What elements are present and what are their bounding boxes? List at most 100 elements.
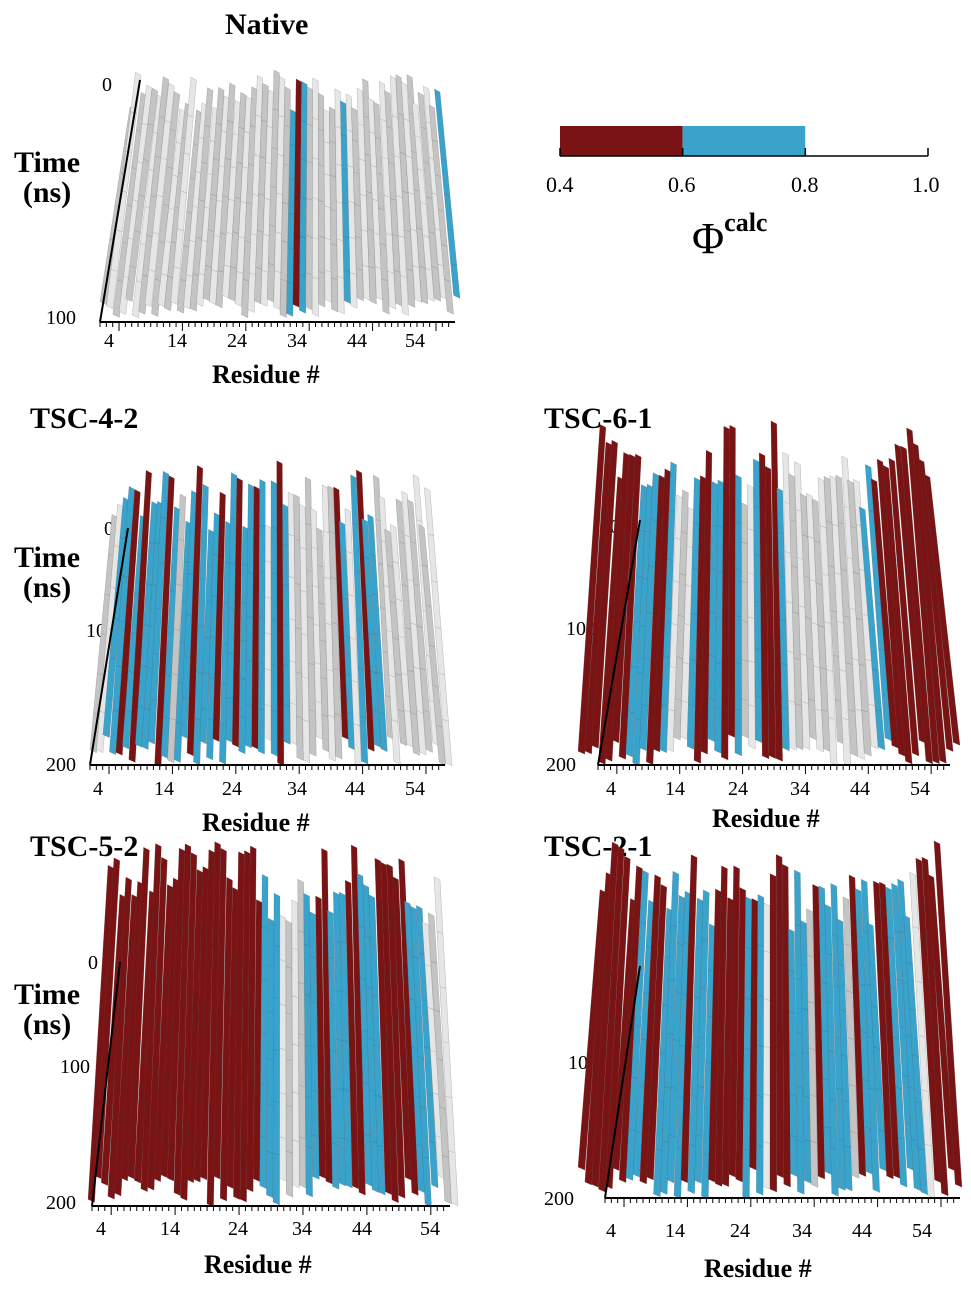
surface-texture-line [288, 212, 295, 216]
surface-texture-line [837, 1138, 845, 1142]
surface-texture-line [414, 189, 421, 192]
surface-texture-line [705, 1061, 712, 1064]
surface-texture-line [901, 714, 909, 717]
surface-texture-line [430, 961, 438, 964]
surface-texture-line [623, 550, 630, 553]
surface-texture-line [844, 943, 851, 947]
surface-texture-line [881, 694, 889, 698]
surface-texture-line [265, 161, 272, 165]
surface-texture-line [432, 1092, 440, 1096]
surface-texture-line [285, 966, 293, 969]
surface-texture-line [888, 703, 896, 706]
surface-texture-line [769, 1032, 777, 1036]
surface-texture-line [202, 672, 210, 675]
surface-texture-line [220, 232, 227, 236]
residue-strip-44 [362, 883, 379, 1193]
surface-texture-line [642, 1132, 650, 1135]
surface-texture-line [821, 1029, 829, 1033]
surface-strips [87, 841, 459, 1208]
surface-texture-line [306, 235, 313, 238]
surface-texture-line [295, 627, 302, 630]
surface-texture-line [156, 967, 163, 971]
surface-texture-line [199, 577, 206, 581]
surface-texture-line [292, 1139, 300, 1143]
surface-texture-line [682, 661, 690, 665]
residue-strip-33 [794, 869, 805, 1195]
surface-texture-line [283, 163, 290, 167]
surface-texture-line [230, 165, 237, 169]
surface-texture-line [441, 1155, 449, 1158]
surface-texture-line [323, 530, 330, 534]
surface-texture-line [348, 594, 355, 597]
residue-strip-12 [652, 468, 671, 753]
surface-texture-line [744, 997, 752, 1000]
surface-texture-line [778, 575, 786, 578]
surface-texture-line [910, 483, 917, 487]
surface-texture-line [763, 1093, 771, 1097]
surface-texture-line [363, 1133, 371, 1137]
surface-texture-line [735, 661, 742, 665]
surface-texture-line [367, 228, 374, 232]
surface-texture-line [909, 1008, 916, 1011]
surface-texture-line [177, 228, 184, 231]
surface-texture-line [252, 617, 259, 620]
surface-texture-line [688, 703, 696, 707]
surface-texture-line [825, 952, 833, 956]
surface-texture-line [928, 707, 936, 711]
surface-texture-line [442, 1040, 450, 1044]
surface-texture-line [887, 936, 895, 940]
surface-texture-line [100, 633, 108, 636]
surface-texture-line [628, 711, 636, 714]
surface-texture-line [349, 637, 357, 640]
residue-strip-32 [299, 81, 308, 314]
surface-texture-line [269, 224, 276, 227]
surface-texture-line [767, 660, 775, 664]
surface-texture-line [843, 1145, 851, 1148]
surface-texture-line [232, 133, 239, 136]
surface-texture-line [366, 191, 373, 194]
surface-texture-line [275, 231, 282, 235]
surface-texture-line [413, 583, 420, 587]
surface-texture-line [158, 241, 166, 244]
surface-texture-line [669, 665, 677, 669]
surface-texture-line [838, 963, 845, 967]
surface-texture-line [310, 1000, 317, 1004]
surface-strips [577, 840, 963, 1200]
surface-plot [577, 420, 961, 774]
surface-texture-line [120, 1095, 127, 1098]
surface-texture-line [821, 709, 829, 712]
residue-strip-53 [417, 91, 441, 302]
surface-texture-line [388, 162, 395, 165]
surface-texture-line [378, 207, 385, 211]
surface-texture-line [241, 601, 248, 605]
surface-texture-line [862, 547, 869, 550]
surface-texture-line [165, 240, 172, 244]
surface-texture-line [393, 269, 401, 273]
surface-texture-line [196, 671, 203, 674]
surface-texture-line [314, 662, 321, 665]
residue-strip-53 [416, 905, 439, 1189]
y-axis-label: Time (ns) [14, 980, 80, 1040]
surface-texture-line [912, 1054, 919, 1058]
surface-texture-line [789, 1052, 796, 1055]
residue-strip-12 [170, 76, 197, 305]
surface-texture-line [791, 565, 798, 568]
residue-strip-22 [234, 96, 253, 307]
surface-texture-line [191, 1025, 199, 1029]
surface-texture-line [235, 567, 242, 570]
surface-texture-line [247, 527, 254, 531]
residue-strip-29 [270, 480, 278, 757]
surface-texture-line [662, 1140, 670, 1143]
surface-texture-line [168, 977, 176, 981]
surface-texture-line [776, 1123, 784, 1127]
residue-strip-20 [213, 847, 227, 1180]
surface-texture-line [647, 1029, 654, 1032]
surface-texture-line [862, 1078, 870, 1082]
surface-texture-line [381, 278, 388, 282]
surface-texture-line [261, 926, 268, 930]
surface-texture-line [173, 628, 181, 631]
surface-texture-line [649, 977, 657, 981]
surface-texture-line [768, 709, 776, 713]
surface-texture-line [279, 1003, 287, 1007]
y-axis-label-line1: Time [14, 541, 81, 574]
